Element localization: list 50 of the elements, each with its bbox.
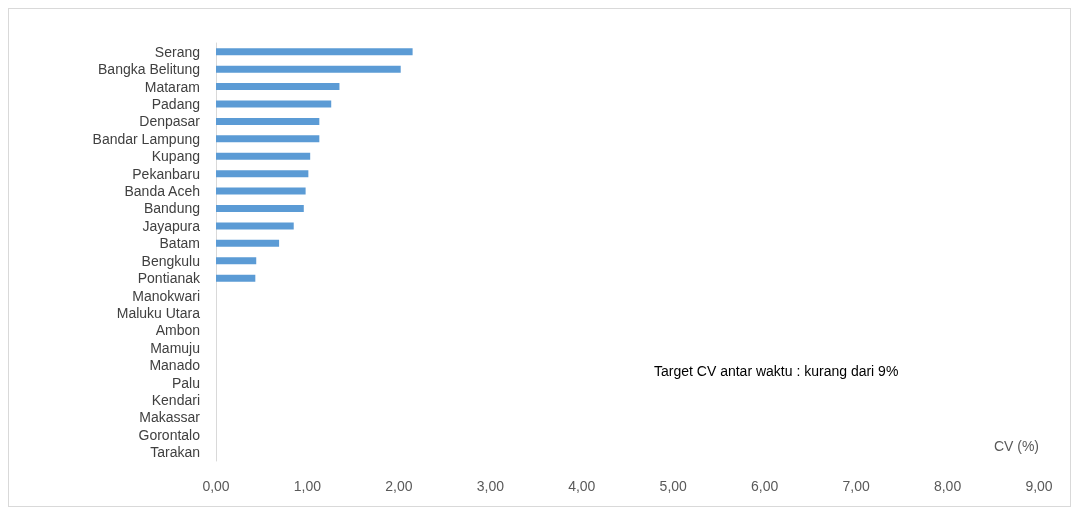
y-tick-label: Kendari xyxy=(151,392,200,409)
bar xyxy=(216,48,413,56)
y-tick-label: Maluku Utara xyxy=(116,304,201,321)
y-tick-label: Mamuju xyxy=(150,339,200,356)
bar xyxy=(216,204,304,212)
y-tick-label: Makassar xyxy=(139,409,201,426)
x-tick-label: 3,00 xyxy=(476,478,505,494)
x-tick-label: 8,00 xyxy=(933,478,962,494)
bar xyxy=(216,239,280,247)
y-tick-label: Padang xyxy=(151,95,200,112)
y-tick-label: Batam xyxy=(159,235,200,252)
y-tick-label: Manokwari xyxy=(132,287,200,304)
bar xyxy=(216,83,340,91)
x-tick-label: 6,00 xyxy=(751,478,779,494)
y-tick-label: Bangka Belitung xyxy=(98,61,200,78)
bar xyxy=(216,152,311,160)
bar xyxy=(216,65,401,73)
x-tick-label: 1,00 xyxy=(293,478,322,494)
y-tick-label: Manado xyxy=(149,357,201,374)
y-tick-label: Pekanbaru xyxy=(132,165,200,182)
bar xyxy=(216,117,320,125)
x-axis-title: CV (%) xyxy=(993,438,1039,454)
y-tick-label: Bandar Lampung xyxy=(92,130,200,147)
x-tick-label: 5,00 xyxy=(659,478,688,494)
y-tick-label: Mataram xyxy=(144,78,200,95)
y-tick-label: Denpasar xyxy=(139,113,201,130)
y-tick-label: Banda Aceh xyxy=(124,183,200,200)
y-tick-label: Serang xyxy=(154,43,200,60)
y-tick-label: Jayapura xyxy=(142,217,201,234)
y-tick-label: Kupang xyxy=(151,148,200,165)
bar xyxy=(216,100,332,108)
x-tick-label: 9,00 xyxy=(1025,478,1053,494)
x-tick-label: 0,00 xyxy=(202,478,230,494)
y-tick-label: Bengkulu xyxy=(141,252,200,269)
bar xyxy=(216,222,294,230)
y-tick-label: Pontianak xyxy=(137,270,201,287)
y-tick-label: Ambon xyxy=(155,322,200,339)
x-tick-label: 7,00 xyxy=(842,478,870,494)
x-tick-label: 2,00 xyxy=(385,478,413,494)
y-tick-label: Gorontalo xyxy=(138,426,201,443)
bar xyxy=(216,187,306,195)
bar xyxy=(216,257,257,265)
bar xyxy=(216,135,320,143)
y-tick-label: Tarakan xyxy=(150,444,200,461)
bar xyxy=(216,170,309,178)
x-tick-label: 4,00 xyxy=(568,478,596,494)
y-tick-label: Palu xyxy=(171,374,200,391)
bar xyxy=(216,274,256,282)
annotation: Target CV antar waktu : kurang dari 9% xyxy=(654,363,899,379)
y-tick-label: Bandung xyxy=(143,200,200,217)
